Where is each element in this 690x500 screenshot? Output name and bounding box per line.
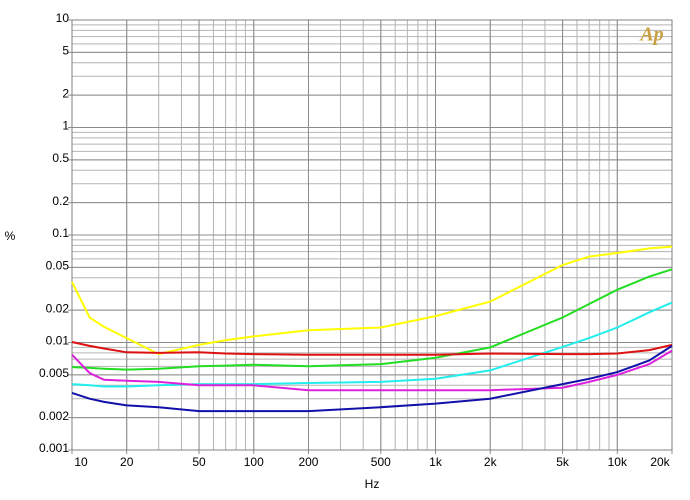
series-line	[71, 245, 673, 356]
y-tick-label: 0.005	[39, 366, 69, 380]
x-tick-label: 1k	[429, 455, 443, 469]
x-axis-label: Hz	[365, 477, 380, 491]
plot-border	[71, 19, 673, 451]
y-tick-label: 5	[62, 44, 69, 58]
grid: 10 5 2 1 0.5 0.2 0.1 0.05 0.02 0.01 0.005 0.002 0.00…	[39, 11, 673, 469]
x-tick-label: 10k	[608, 455, 628, 469]
y-tick-label: 0.02	[46, 301, 70, 315]
y-tick-label: 0.01	[46, 334, 70, 348]
y-tick-label: 0.001	[39, 441, 69, 455]
plot	[71, 245, 673, 413]
y-tick-label: 0.5	[52, 151, 69, 165]
x-tick-label: 20k	[650, 455, 670, 469]
x-tick-label: 50	[192, 455, 206, 469]
x-tick-label: 10	[74, 455, 88, 469]
series-line	[71, 349, 673, 392]
x-tick-label: 500	[371, 455, 391, 469]
x-tick-label: 200	[298, 455, 318, 469]
y-tick-label: 2	[62, 86, 69, 100]
logo: Ap	[638, 24, 663, 46]
x-tick-label: 5k	[556, 455, 570, 469]
x-tick-label: 20	[120, 455, 134, 469]
series-line	[71, 268, 673, 371]
y-tick-label: 0.1	[52, 226, 69, 240]
y-tick-label: 10	[56, 11, 70, 25]
series-line	[71, 301, 673, 388]
series-line	[71, 345, 673, 413]
y-axis-label: %	[5, 229, 16, 243]
x-tick-label: 2k	[484, 455, 498, 469]
x-tick-label: 100	[244, 455, 264, 469]
series-line	[71, 341, 673, 356]
y-tick-label: 0.002	[39, 409, 69, 423]
y-tick-label: 1	[62, 119, 69, 133]
y-tick-label: 0.05	[46, 259, 70, 273]
y-tick-label: 0.2	[52, 194, 69, 208]
